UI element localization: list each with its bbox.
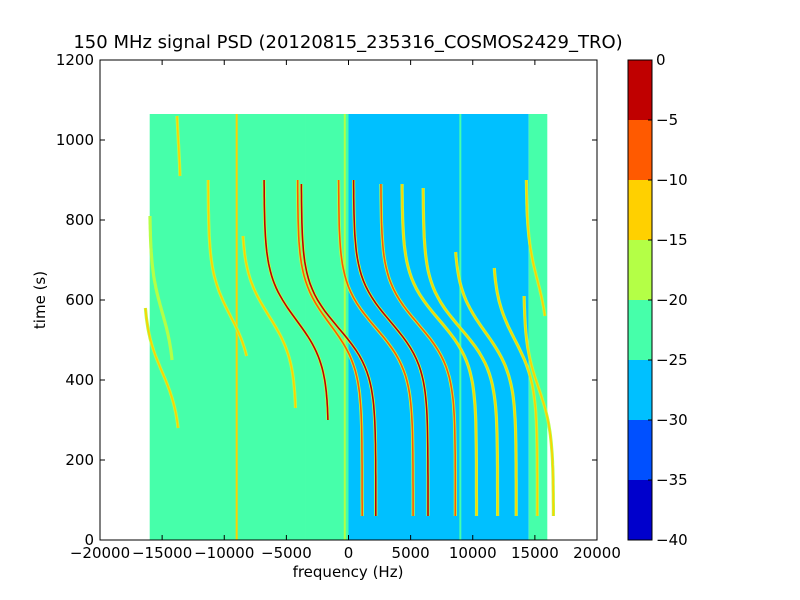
doppler-track-8 (337, 179, 415, 516)
doppler-track-16 (524, 180, 547, 317)
colorbar-level-6 (628, 420, 652, 480)
x-tick-label: 5000 (392, 544, 430, 562)
x-tick-label: 20000 (573, 544, 621, 562)
colorbar-tick-label: −35 (656, 471, 688, 489)
y-axis: 0 200 400 600 800 1000 1200 (56, 51, 597, 549)
doppler-track-13 (454, 251, 518, 516)
y-tick-label: 400 (65, 371, 94, 389)
colorbar-tick-label: −15 (656, 231, 688, 249)
colorbar-level-4 (628, 300, 652, 360)
doppler-track-2 (175, 115, 182, 177)
colorbar-level-0 (628, 60, 652, 120)
x-axis: −20000 −15000 −10000 −5000 0 5000 10000 15000 20… (70, 60, 621, 562)
doppler-track-6 (296, 180, 364, 516)
x-axis-label: frequency (Hz) (293, 563, 404, 581)
doppler-track-5 (262, 180, 330, 421)
doppler-track-12 (421, 188, 500, 516)
doppler-track-0 (143, 307, 180, 429)
background-region-1 (305, 114, 349, 540)
colorbar-tick-label: 0 (656, 51, 666, 69)
y-tick-label: 0 (84, 531, 94, 549)
doppler-track-4 (241, 235, 298, 409)
colorbar-level-2 (628, 180, 652, 240)
y-tick-label: 800 (65, 211, 94, 229)
y-tick-label: 600 (65, 291, 94, 309)
x-tick-label: −20000 (70, 544, 130, 562)
doppler-track-3 (206, 180, 249, 357)
doppler-track-9 (352, 180, 430, 516)
y-axis-label: time (s) (31, 271, 49, 329)
colorbar-level-1 (628, 120, 652, 180)
colorbar-tick-label: −20 (656, 291, 688, 309)
y-tick-label: 1200 (56, 51, 94, 69)
y-tick-label: 1000 (56, 131, 94, 149)
doppler-track-14 (492, 267, 539, 516)
colorbar-axis: 0 −5 −10 −15 −20 −25 −30 −35 −40 (648, 51, 688, 549)
y-tick-label: 200 (65, 451, 94, 469)
background-region-0 (149, 114, 306, 540)
x-tick-label: −10000 (194, 544, 254, 562)
colorbar-tick-label: −5 (656, 111, 678, 129)
colorbar (628, 60, 652, 540)
colorbar-tick-label: −30 (656, 411, 688, 429)
doppler-track-7 (299, 184, 378, 516)
colorbar-level-7 (628, 480, 652, 540)
x-tick-label: 15000 (511, 544, 559, 562)
spectrogram-heatmap (143, 114, 556, 540)
doppler-track-10 (379, 183, 457, 516)
background-region-3 (528, 114, 548, 540)
colorbar-level-5 (628, 360, 652, 420)
x-tick-label: −15000 (132, 544, 192, 562)
colorbar-level-3 (628, 240, 652, 300)
chart-title: 150 MHz signal PSD (20120815_235316_COSM… (73, 32, 622, 53)
colorbar-tick-label: −25 (656, 351, 688, 369)
doppler-track-11 (400, 184, 479, 516)
x-tick-label: 10000 (449, 544, 497, 562)
colorbar-tick-label: −10 (656, 171, 688, 189)
doppler-track-15 (522, 295, 556, 516)
x-tick-label: 0 (344, 544, 354, 562)
doppler-track-1 (148, 216, 174, 361)
x-tick-label: −5000 (261, 544, 312, 562)
colorbar-tick-label: −40 (656, 531, 688, 549)
